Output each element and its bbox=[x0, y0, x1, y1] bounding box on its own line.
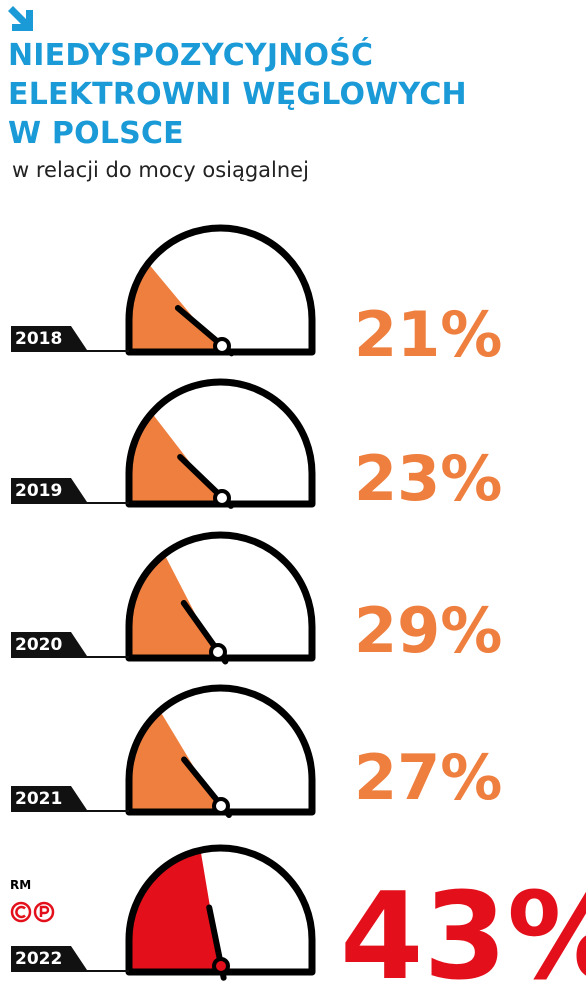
year-label-2018: 2018 bbox=[15, 329, 62, 349]
arrow-down-right-icon bbox=[8, 6, 33, 31]
year-label-2021: 2021 bbox=[15, 789, 62, 809]
year-tab-2022 bbox=[11, 946, 87, 970]
year-tab-2018 bbox=[11, 326, 87, 350]
gauge-2019: 2019 23% bbox=[11, 378, 502, 515]
gauge-2020: 2020 29% bbox=[11, 531, 502, 667]
subtitle: w relacji do mocy osiągalnej bbox=[12, 158, 309, 182]
copyright-p-icon bbox=[10, 901, 55, 923]
gauge-pivot-2019 bbox=[213, 489, 231, 507]
year-label-2019: 2019 bbox=[15, 481, 62, 501]
gauge-fill-2021 bbox=[129, 710, 221, 812]
gauge-outline-2022 bbox=[125, 844, 316, 976]
gauge-pivot-2018 bbox=[213, 337, 231, 355]
year-label-2022: 2022 bbox=[15, 949, 62, 969]
gauge-pivot-2022 bbox=[212, 957, 230, 975]
year-tab-2020 bbox=[11, 632, 87, 656]
gauge-fill-2020 bbox=[129, 554, 218, 658]
gauge-2021: 2021 27% bbox=[11, 684, 502, 819]
gauge-outline-2020 bbox=[125, 531, 316, 662]
title-line-3: W POLSCE bbox=[8, 116, 184, 151]
value-label-2022: 43% bbox=[340, 868, 586, 1005]
value-label-2019: 23% bbox=[354, 442, 502, 515]
value-label-2018: 21% bbox=[354, 298, 502, 371]
gauge-outline-2021 bbox=[125, 684, 316, 816]
value-label-2021: 27% bbox=[354, 741, 502, 814]
gauge-2022: 2022 43% bbox=[11, 844, 586, 1005]
year-label-2020: 2020 bbox=[15, 635, 62, 655]
title-line-1: NIEDYSPOZYCYJNOŚĆ bbox=[8, 38, 374, 73]
value-label-2020: 29% bbox=[354, 594, 502, 667]
gauge-outline-2019 bbox=[125, 378, 316, 508]
gauge-pivot-2020 bbox=[209, 643, 227, 661]
gauge-pivot-2021 bbox=[212, 797, 230, 815]
gauge-2018: 2018 21% bbox=[11, 224, 502, 371]
gauge-outline-2018 bbox=[125, 224, 316, 356]
year-tab-2021 bbox=[11, 786, 87, 810]
year-tab-2019 bbox=[11, 478, 87, 502]
gauge-fill-2019 bbox=[129, 412, 222, 504]
page-title: NIEDYSPOZYCYJNOŚĆ ELEKTROWNI WĘGLOWYCH W… bbox=[8, 36, 568, 153]
credit-text: RM bbox=[10, 878, 32, 892]
title-line-2: ELEKTROWNI WĘGLOWYCH bbox=[8, 77, 467, 112]
